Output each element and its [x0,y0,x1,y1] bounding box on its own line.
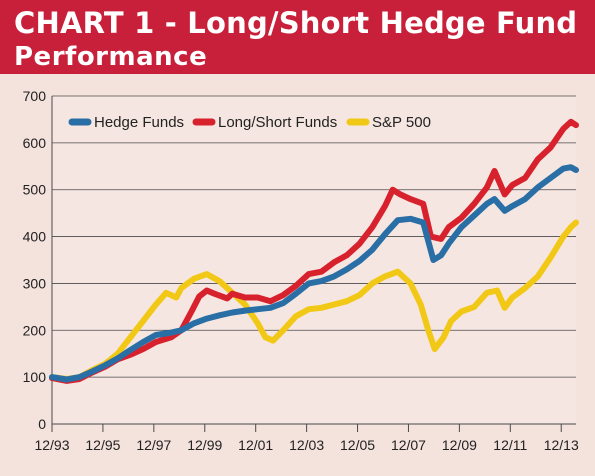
plot-area [52,96,576,424]
x-tick-label: 12/93 [34,437,69,453]
x-tick-label: 12/09 [442,437,477,453]
y-tick-label: 200 [23,322,47,338]
y-tick-label: 100 [23,369,47,385]
x-tick-label: 12/05 [340,437,375,453]
x-tick-label: 12/95 [85,437,120,453]
legend-label: Hedge Funds [94,114,184,131]
y-tick-label: 400 [23,229,47,245]
series-line-s-p-500 [49,219,579,382]
x-tick-label: 12/01 [238,437,273,453]
y-tick-label: 700 [23,88,47,104]
y-tick-label: 500 [23,182,47,198]
x-tick-label: 12/13 [544,437,579,453]
chart-title-line1: CHART 1 - Long/Short Hedge Fund [14,6,578,40]
x-tick-label: 12/99 [187,437,222,453]
y-tick-label: 0 [38,416,46,432]
series-line-long-short-funds [49,118,579,384]
series-line-hedge-funds [49,164,579,383]
x-tick-label: 12/03 [289,437,324,453]
x-tick-label: 12/07 [391,437,426,453]
x-tick-label: 12/97 [136,437,171,453]
legend-label: Long/Short Funds [218,114,337,131]
legend-label: S&P 500 [372,114,431,131]
y-tick-label: 300 [23,275,47,291]
title-banner: CHART 1 - Long/Short Hedge Fund Performa… [0,0,595,74]
x-tick-label: 12/11 [493,437,527,453]
chart-title-line2: Performance [14,42,208,72]
y-tick-label: 600 [23,135,47,151]
